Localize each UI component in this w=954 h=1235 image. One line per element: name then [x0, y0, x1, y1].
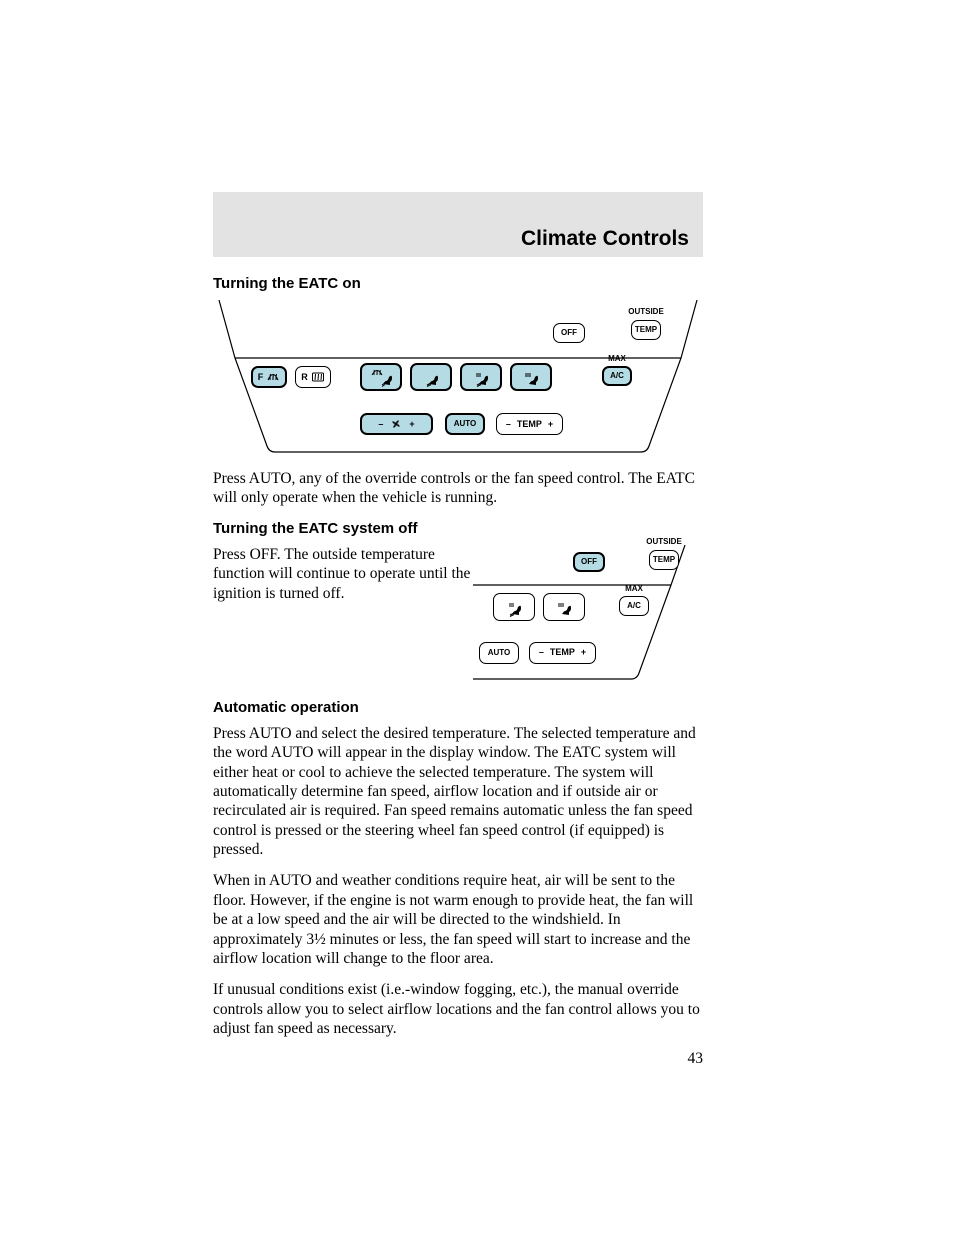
mode-panel-icon — [519, 367, 543, 387]
para-auto-1: Press AUTO and select the desired temper… — [213, 724, 703, 860]
auto-button: AUTO — [445, 413, 485, 435]
rear-defrost-icon — [311, 371, 325, 383]
mode-panel-icon-b — [552, 597, 576, 617]
section-2-row: Press OFF. The outside temperature funct… — [213, 545, 703, 685]
temp-adjust-button: – TEMP + — [496, 413, 563, 435]
diagram-eatc-full: OFF OUTSIDE TEMP F R — [213, 300, 703, 455]
heading-turning-on: Turning the EATC on — [213, 275, 703, 292]
heading-automatic: Automatic operation — [213, 699, 703, 716]
content-column: Turning the EATC on OFF OUTSIDE TEMP F R — [213, 275, 703, 1050]
para-eatc-on: Press AUTO, any of the override controls… — [213, 469, 703, 508]
fan-minus: – — [378, 420, 383, 429]
outside-temp-button-b: TEMP — [649, 550, 679, 570]
temp-label: TEMP — [517, 420, 542, 429]
rear-defrost-button: R — [295, 366, 331, 388]
para-auto-2: When in AUTO and weather conditions requ… — [213, 871, 703, 968]
max-ac-button: A/C — [602, 366, 632, 386]
temp-label-b: TEMP — [550, 648, 575, 657]
page-number: 43 — [688, 1050, 704, 1068]
page-title: Climate Controls — [521, 227, 689, 257]
outside-label: OUTSIDE — [627, 308, 665, 316]
mode-defrost-floor-button — [360, 363, 402, 391]
max-label: MAX — [605, 355, 629, 363]
off-button: OFF — [553, 323, 585, 343]
section-header: Climate Controls — [213, 192, 703, 257]
mode-panel-floor-button — [460, 363, 502, 391]
temp-adjust-button-b: – TEMP + — [529, 642, 596, 664]
outside-temp-button: TEMP — [631, 320, 661, 340]
fan-icon — [389, 417, 403, 431]
mode-panel-floor-button-b — [493, 593, 535, 621]
auto-button-b: AUTO — [479, 642, 519, 664]
defrost-icon — [266, 371, 280, 383]
front-defrost-label: F — [258, 373, 264, 382]
fan-speed-button: – + — [360, 413, 433, 435]
mode-panel-floor-icon — [469, 367, 493, 387]
temp-plus: + — [548, 420, 553, 429]
mode-panel-button-b — [543, 593, 585, 621]
heading-turning-off: Turning the EATC system off — [213, 520, 703, 537]
rear-defrost-label: R — [301, 373, 308, 382]
max-ac-button-b: A/C — [619, 596, 649, 616]
para-auto-3: If unusual conditions exist (i.e.-window… — [213, 980, 703, 1038]
page: Climate Controls Turning the EATC on OFF… — [0, 0, 954, 1235]
mode-floor-button — [410, 363, 452, 391]
para-eatc-off: Press OFF. The outside temperature funct… — [213, 545, 473, 603]
temp-minus: – — [506, 420, 511, 429]
outside-label-b: OUTSIDE — [645, 538, 683, 546]
mode-panel-floor-icon-b — [502, 597, 526, 617]
fan-plus: + — [409, 420, 414, 429]
mode-panel-button — [510, 363, 552, 391]
front-defrost-button: F — [251, 366, 287, 388]
off-button-b: OFF — [573, 552, 605, 572]
mode-defrost-floor-icon — [367, 367, 395, 387]
diagram-eatc-partial: OFF OUTSIDE TEMP MAX A — [473, 545, 703, 685]
temp-plus-b: + — [581, 648, 586, 657]
mode-floor-icon — [419, 367, 443, 387]
temp-minus-b: – — [539, 648, 544, 657]
max-label-b: MAX — [622, 585, 646, 593]
